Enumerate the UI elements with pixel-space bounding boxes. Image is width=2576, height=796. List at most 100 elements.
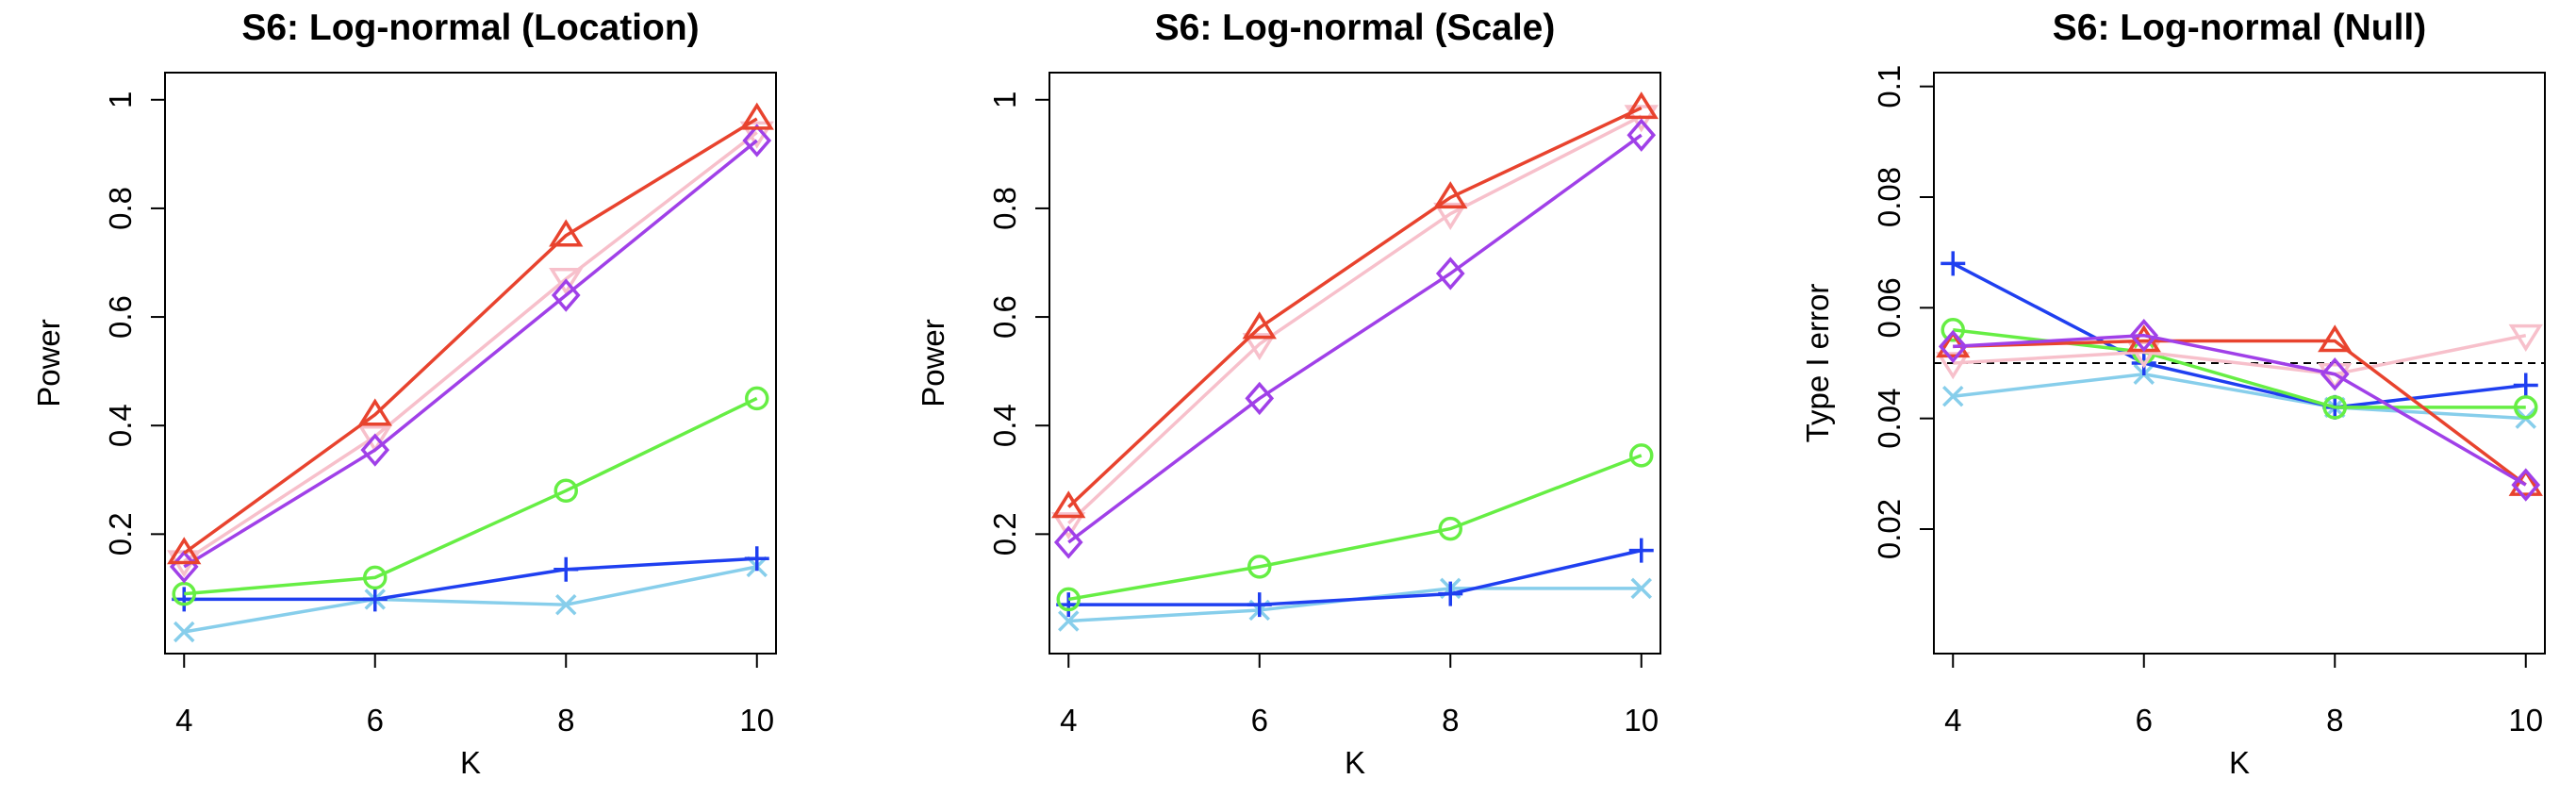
data-point-cross <box>1942 385 1964 407</box>
data-point-plus <box>1247 592 1272 618</box>
chart-title: S6: Log-normal (Null) <box>2053 8 2426 48</box>
data-point-plus <box>2513 373 2538 398</box>
data-point-down-triangle <box>1051 512 1086 540</box>
x-tick-label: 8 <box>2326 703 2343 738</box>
chart-panel-1: S6: Log-normal (Location) 4 6 8 10 K 0.2 0.4 0.6… <box>31 8 777 780</box>
data-point-plus <box>1438 581 1463 606</box>
data-point-up-triangle <box>167 537 202 565</box>
series-line-cross <box>183 565 758 634</box>
series-line-circle <box>184 396 758 596</box>
data-point-diamond <box>1938 329 1968 364</box>
data-point-diamond <box>2129 318 2159 353</box>
x-axis-label: K <box>460 745 481 780</box>
data-point-circle <box>2322 395 2347 420</box>
data-point-down-triangle <box>549 268 584 296</box>
data-point-circle <box>2514 395 2538 420</box>
data-point-down-triangle <box>1242 333 1277 361</box>
chart-panel-2: S6: Log-normal (Scale) 4 6 8 10 K 0.2 0.4 0.6 0.8… <box>916 8 1661 780</box>
series-line-diamond <box>1953 333 2527 487</box>
plot-frame <box>164 72 777 655</box>
data-point-up-triangle <box>1624 91 1659 120</box>
x-tick-label: 8 <box>1442 703 1459 738</box>
series-line-plus <box>1952 261 2526 409</box>
data-point-circle <box>1247 555 1272 579</box>
y-axis-label: Type I error <box>1800 284 1835 443</box>
data-point-diamond <box>360 433 390 467</box>
data-point-cross <box>555 593 577 616</box>
data-point-circle <box>363 565 388 590</box>
data-point-circle <box>1629 443 1654 468</box>
series-line-up-triangle <box>183 117 758 555</box>
y-tick-label: 1 <box>103 91 138 108</box>
data-point-diamond <box>1627 118 1657 152</box>
x-tick-label: 6 <box>1251 703 1268 738</box>
data-point-circle <box>553 478 578 504</box>
y-tick-label: 0.8 <box>987 187 1022 230</box>
data-point-diamond <box>1245 381 1275 416</box>
data-point-diamond <box>742 124 772 158</box>
data-point-diamond <box>1435 257 1465 290</box>
chart-title: S6: Log-normal (Scale) <box>1155 8 1556 48</box>
y-tick-label: 0.6 <box>987 295 1022 339</box>
series-line-down-triangle <box>1953 333 2527 376</box>
series-line-down-triangle <box>1067 114 1643 525</box>
series-line-diamond <box>1067 133 1643 544</box>
data-point-down-triangle <box>2318 362 2353 391</box>
data-point-up-triangle <box>1433 181 1468 209</box>
data-point-up-triangle <box>739 102 774 130</box>
x-tick-label: 10 <box>1624 703 1659 738</box>
data-point-plus <box>744 546 769 572</box>
data-point-up-triangle <box>2508 468 2543 496</box>
data-point-diamond <box>2320 357 2350 391</box>
data-point-cross <box>1630 577 1652 600</box>
data-point-up-triangle <box>1242 311 1277 340</box>
data-point-cross <box>1058 610 1080 632</box>
data-point-plus <box>1628 538 1654 563</box>
y-tick-label: 0.6 <box>103 295 138 339</box>
data-point-down-triangle <box>2508 323 2543 352</box>
data-point-plus <box>362 587 388 612</box>
x-tick-label: 8 <box>557 703 574 738</box>
x-axis-label: K <box>2229 745 2250 780</box>
x-tick-label: 4 <box>1060 703 1077 738</box>
y-tick-label: 0.2 <box>987 512 1022 556</box>
chart-title: S6: Log-normal (Location) <box>241 8 699 48</box>
data-point-diamond <box>551 278 581 312</box>
data-point-circle <box>1940 318 1965 342</box>
data-point-plus <box>1940 251 1966 276</box>
data-point-circle <box>172 581 196 606</box>
chart-panel-3: S6: Log-normal (Null) 4 6 8 10 K 0.02 0.04 0.06 0… <box>1800 8 2546 780</box>
data-point-circle <box>745 386 769 411</box>
y-tick-label: 0.04 <box>1872 389 1907 449</box>
data-point-diamond <box>2511 468 2541 502</box>
y-tick-label: 0.08 <box>1872 167 1907 227</box>
data-point-circle <box>1056 587 1081 612</box>
data-point-circle <box>1438 516 1462 541</box>
y-tick-label: 0.1 <box>1872 65 1907 108</box>
x-tick-label: 10 <box>739 703 774 738</box>
series-line-up-triangle <box>1067 106 1643 508</box>
x-tick-label: 4 <box>1944 703 1961 738</box>
series-line-diamond <box>183 139 758 569</box>
series-line-plus <box>184 556 757 602</box>
data-point-diamond <box>1053 525 1083 559</box>
y-tick-label: 0.06 <box>1872 277 1907 338</box>
data-point-up-triangle <box>2318 324 2353 353</box>
y-axis-label: Power <box>31 319 66 407</box>
y-tick-label: 0.8 <box>103 187 138 230</box>
data-point-up-triangle <box>549 219 584 247</box>
x-tick-label: 6 <box>367 703 384 738</box>
data-point-down-triangle <box>357 424 392 454</box>
data-point-up-triangle <box>357 398 392 426</box>
data-point-down-triangle <box>1433 202 1468 230</box>
data-point-up-triangle <box>1051 490 1086 519</box>
data-point-down-triangle <box>1936 352 1971 380</box>
y-tick-label: 0.4 <box>103 404 138 447</box>
y-tick-label: 0.02 <box>1872 499 1907 559</box>
y-tick-label: 1 <box>987 91 1022 108</box>
series-line-circle <box>1067 454 1643 602</box>
x-axis-label: K <box>1345 745 1365 780</box>
y-axis-label: Power <box>916 319 950 407</box>
y-tick-label: 0.4 <box>987 404 1022 447</box>
